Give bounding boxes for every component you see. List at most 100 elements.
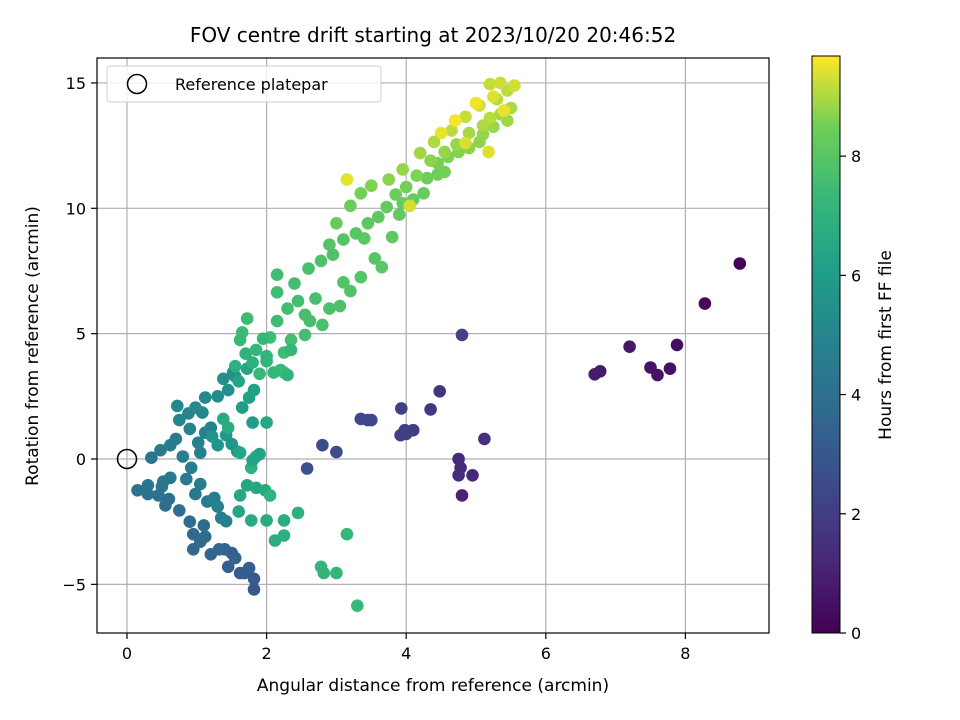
data-point-129 [354,270,368,284]
data-point-185 [459,110,472,124]
data-point-43 [198,530,212,543]
legend-marker-icon [126,73,148,95]
data-point-159 [314,254,328,268]
data-point-36 [228,551,242,565]
data-point-91 [246,416,259,429]
legend: Reference platepar [106,65,382,103]
data-point-138 [420,171,434,185]
data-point-122 [298,328,312,342]
data-point-95 [232,375,245,388]
data-point-105 [277,514,291,527]
data-point-209 [267,366,280,379]
data-point-153 [483,77,497,91]
data-point-134 [392,208,406,221]
x-tick-label-2: 4 [401,644,411,663]
data-point-197 [281,302,294,315]
data-point-92 [235,401,249,414]
data-point-192 [497,104,511,117]
data-point-14 [478,432,491,446]
data-point-220 [281,368,294,382]
data-point-198 [298,308,312,322]
data-point-206 [249,343,263,357]
data-point-193 [469,96,483,110]
data-point-210 [260,349,273,363]
data-point-24 [365,413,378,427]
data-point-87 [211,438,224,452]
data-point-3 [663,362,677,376]
colorbar-tick-label-1: 2 [851,505,861,524]
data-point-203 [233,333,247,347]
x-tick-label-1: 2 [262,644,272,663]
data-point-131 [375,260,389,274]
data-point-56 [180,472,193,486]
data-point-28 [300,462,314,475]
x-axis-label: Angular distance from reference (arcmin) [257,676,609,696]
data-point-216 [260,416,273,429]
data-point-55 [164,471,177,485]
colorbar-tick-label-4: 8 [851,147,861,166]
data-point-57 [189,487,202,501]
grid [97,58,769,633]
data-point-125 [323,302,336,315]
data-point-70 [194,446,207,460]
data-point-50 [141,487,155,501]
data-point-173 [462,126,476,140]
data-point-9 [455,489,469,502]
y-tick-label-0: −5 [62,575,86,594]
data-point-183 [427,135,441,149]
data-point-48 [162,492,176,506]
data-point-181 [396,163,410,176]
data-point-140 [438,165,451,179]
data-point-199 [309,292,322,305]
colorbar-label: Hours from first FF file [876,250,896,440]
data-point-58 [194,477,207,491]
data-point-166 [380,200,394,214]
data-point-102 [244,514,258,527]
data-point-124 [316,318,329,332]
data-point-83 [217,372,230,386]
data-point-26 [330,445,343,459]
data-point-190 [459,136,472,150]
reference-marker [116,448,138,470]
data-point-169 [410,169,424,182]
y-tick-label-3: 10 [66,199,86,218]
data-point-112 [317,566,331,580]
data-point-156 [270,268,284,282]
data-point-194 [448,114,462,127]
data-point-27 [316,438,329,452]
legend-label: Reference platepar [175,75,328,94]
data-point-205 [256,332,270,346]
data-point-168 [399,180,413,194]
data-point-146 [476,128,490,141]
data-point-6 [623,340,636,354]
y-tick-label-2: 5 [76,325,86,344]
colorbar-ticks: 0 2 4 6 8 [840,147,861,643]
data-point-33 [242,561,256,575]
data-point-20 [399,427,413,441]
data-point-158 [302,262,315,275]
data-point-167 [389,188,403,201]
data-point-116 [253,367,266,381]
data-point-68 [176,450,190,463]
data-point-157 [288,277,301,290]
data-point-52 [141,479,155,492]
x-axis-ticks: 0 2 4 6 8 [122,633,690,663]
data-point-103 [260,514,273,527]
data-point-200 [270,314,284,328]
data-point-42 [187,527,200,541]
data-point-30 [247,572,261,586]
data-point-163 [349,227,363,240]
data-point-179 [365,179,378,192]
data-point-25 [354,412,368,426]
x-tick-label-3: 6 [541,644,551,663]
data-point-113 [330,566,343,580]
data-point-164 [361,217,375,230]
data-point-128 [337,276,350,289]
data-point-160 [326,248,340,261]
data-point-154 [494,76,507,90]
data-point-187 [487,90,500,103]
data-point-211 [239,347,252,361]
data-point-137 [417,187,430,200]
colorbar-gradient [811,55,841,634]
